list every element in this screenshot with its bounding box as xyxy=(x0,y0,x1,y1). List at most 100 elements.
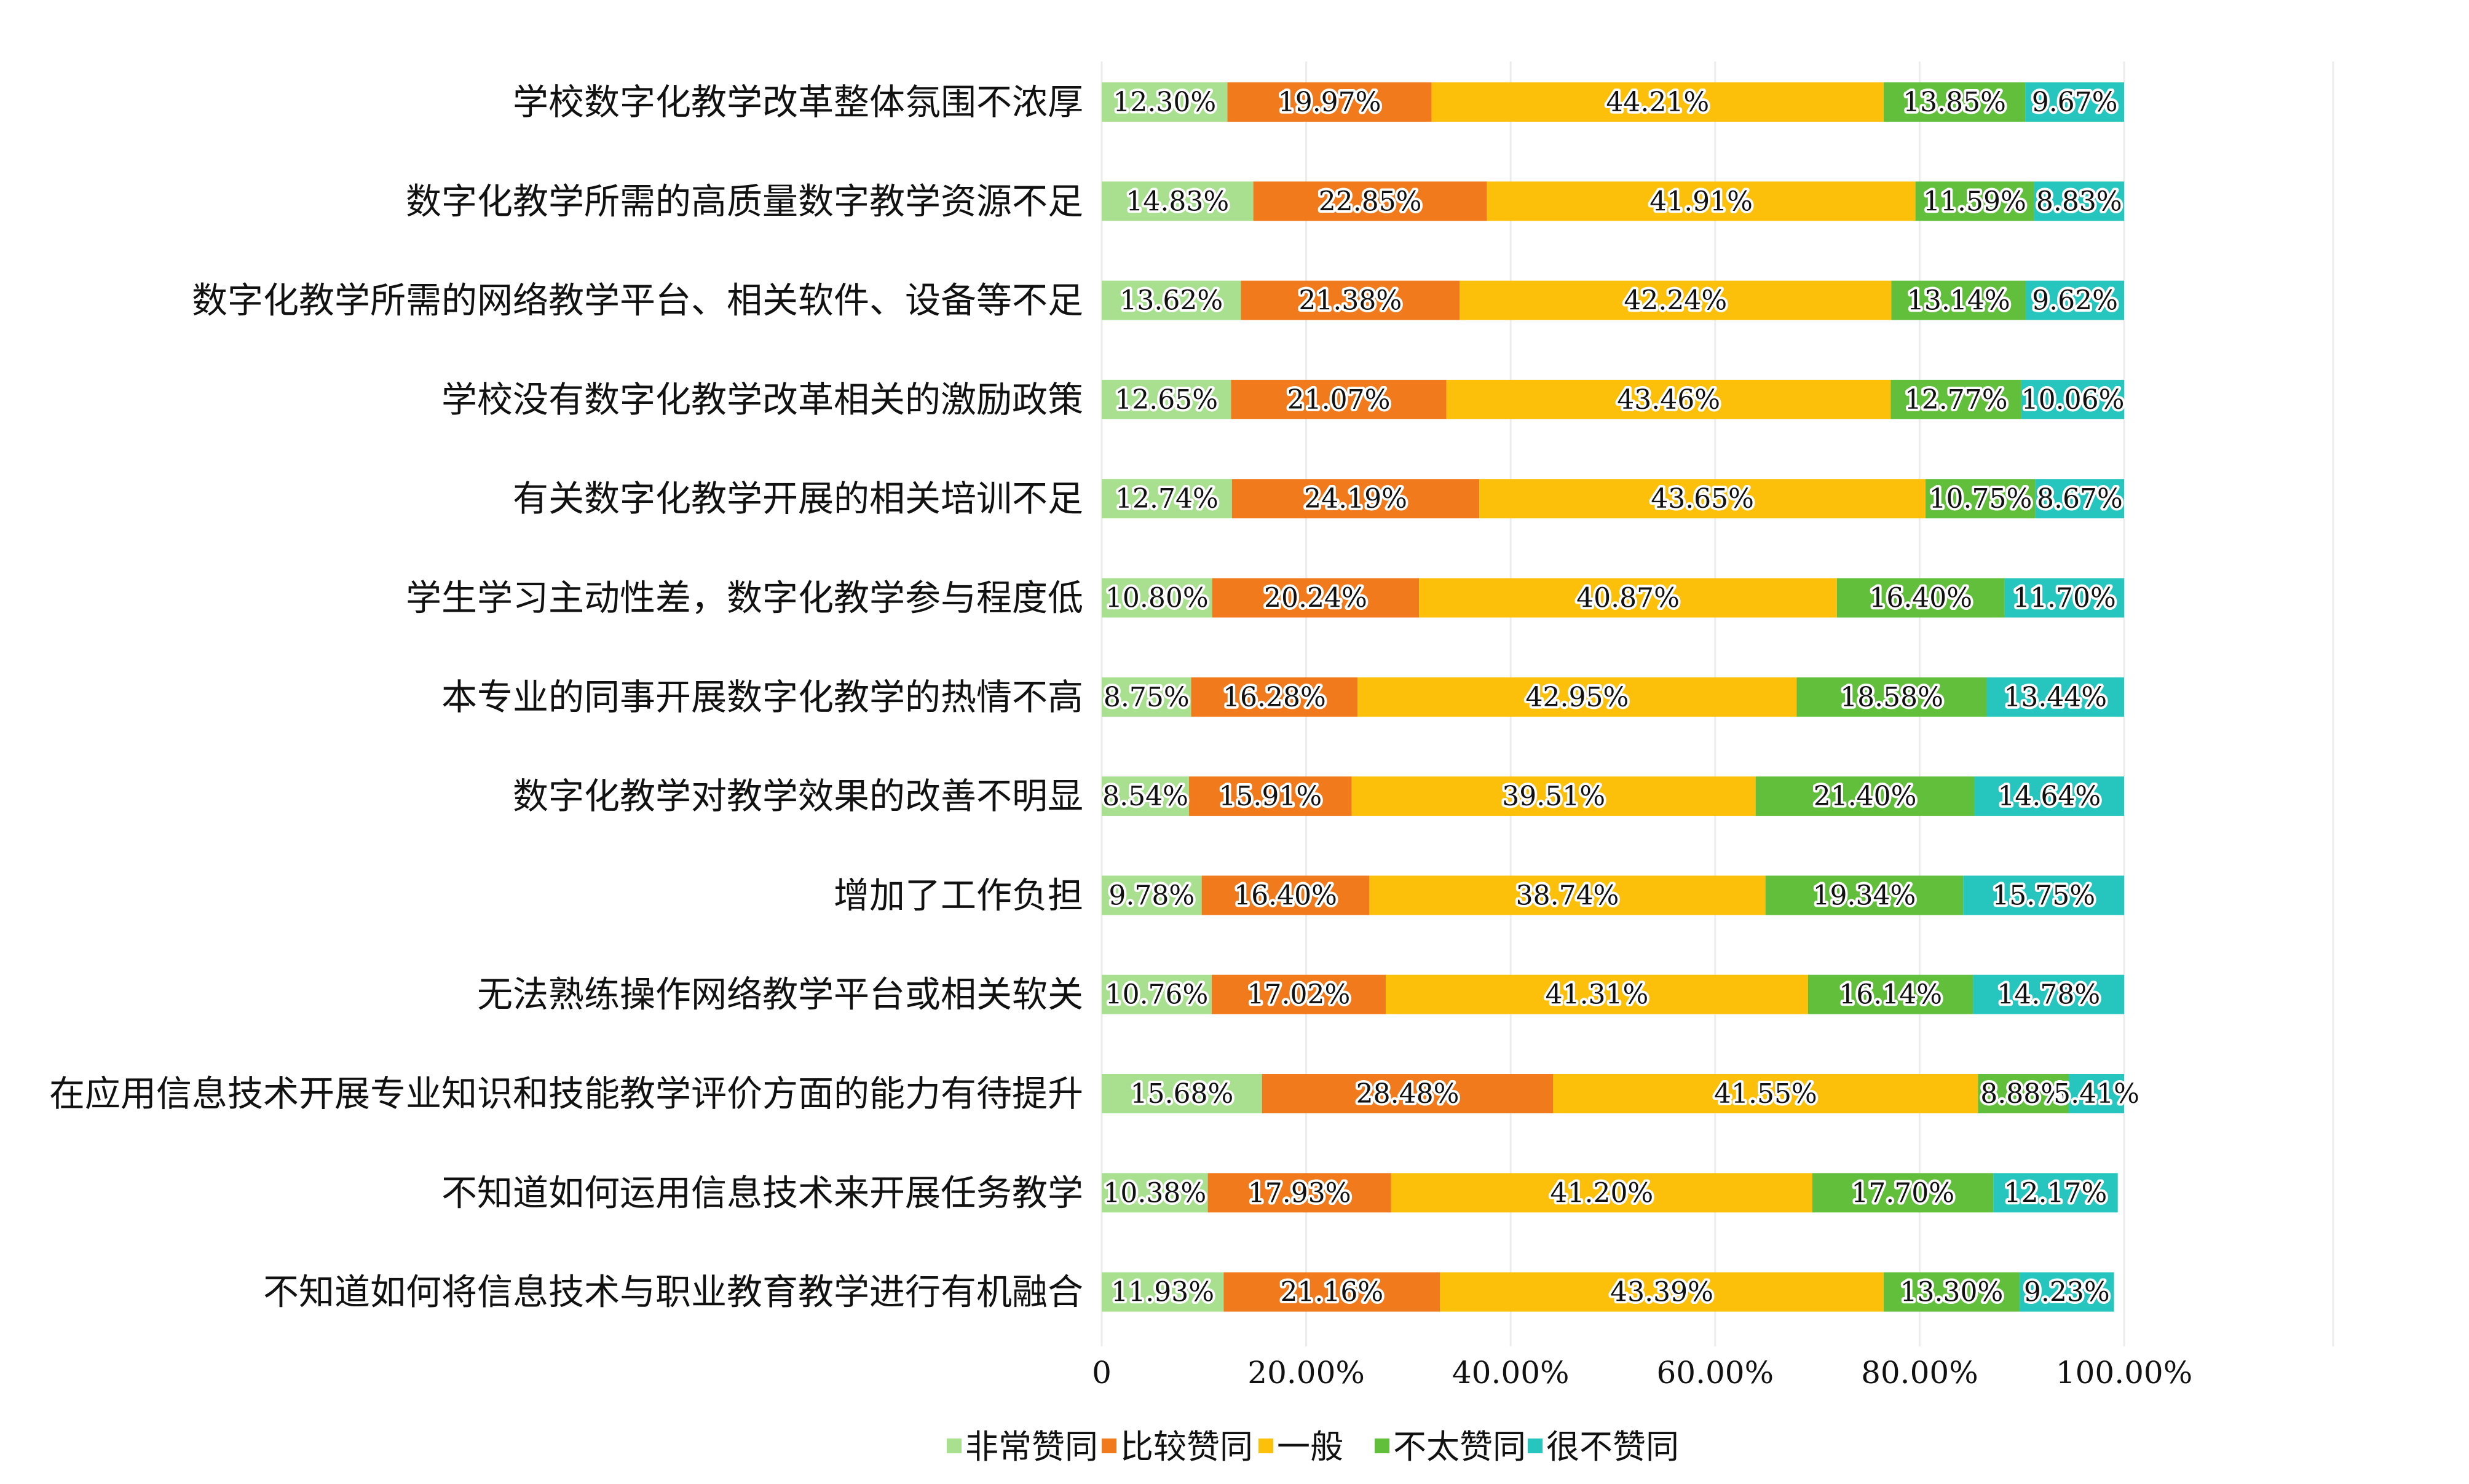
legend-label: 比较赞同 xyxy=(1120,1427,1253,1466)
bar-segment xyxy=(1836,578,2005,618)
bar-segment xyxy=(1978,1074,2069,1113)
data-label: 19.34% xyxy=(1813,880,1916,911)
data-label: 13.44% xyxy=(2004,682,2107,713)
data-label: 19.97% xyxy=(1278,87,1381,118)
bar-segment xyxy=(1391,1173,1812,1213)
data-label: 11.59% xyxy=(1923,186,2026,217)
data-label: 21.38% xyxy=(1298,285,1402,317)
data-label: 8.75% xyxy=(1104,682,1190,713)
data-label: 12.65% xyxy=(1115,384,1218,416)
data-label: 13.30% xyxy=(1900,1277,2004,1308)
bar-segment xyxy=(1212,578,1420,618)
bar-segment xyxy=(1102,875,1202,915)
data-label: 12.74% xyxy=(1115,483,1219,515)
data-label: 15.75% xyxy=(1992,880,2095,911)
bar-segment xyxy=(1807,974,1973,1014)
bar-segment xyxy=(2021,379,2125,419)
bar-segment xyxy=(1460,280,1892,320)
data-label: 42.95% xyxy=(1525,682,1629,713)
data-label: 12.77% xyxy=(1905,384,2008,416)
data-label: 16.28% xyxy=(1223,682,1326,713)
x-tick-label: 100.00% xyxy=(2056,1355,2192,1391)
bar-segment xyxy=(1891,280,2026,320)
data-label: 12.30% xyxy=(1113,87,1216,118)
category-label: 在应用信息技术开展专业知识和技能教学评价方面的能力有待提升 xyxy=(49,1073,1083,1115)
data-label: 16.14% xyxy=(1839,979,1942,1011)
category-label: 本专业的同事开展数字化教学的热情不高 xyxy=(441,676,1083,718)
x-tick-label: 80.00% xyxy=(1861,1355,1978,1391)
bar-segment xyxy=(1189,776,1352,816)
bar-segment xyxy=(1102,379,1231,419)
data-label: 10.76% xyxy=(1105,979,1209,1011)
legend-label: 不太赞同 xyxy=(1393,1427,1526,1466)
data-label: 24.19% xyxy=(1304,483,1407,515)
data-label: 43.46% xyxy=(1617,384,1720,416)
bar-segment xyxy=(2004,578,2125,618)
bar-segment xyxy=(2026,280,2124,320)
bar-segment xyxy=(1231,479,1480,519)
data-label: 9.23% xyxy=(2024,1277,2110,1308)
data-label: 5.41% xyxy=(2053,1078,2139,1110)
data-label: 13.62% xyxy=(1120,285,1223,317)
data-label: 14.78% xyxy=(1997,979,2100,1011)
bar-segment xyxy=(1211,974,1386,1014)
legend-label: 一般 xyxy=(1277,1427,1343,1466)
data-label: 21.16% xyxy=(1280,1277,1383,1308)
bar-segment xyxy=(1431,82,1884,122)
bar-segment xyxy=(1440,1272,1884,1312)
bar-segment xyxy=(1207,1173,1391,1213)
data-label: 8.88% xyxy=(1980,1078,2066,1110)
data-label: 12.17% xyxy=(2004,1177,2108,1209)
category-label: 数字化教学所需的网络教学平台、相关软件、设备等不足 xyxy=(192,280,1083,322)
category-labels: 学校数字化教学改革整体氛围不浓厚数字化教学所需的高质量数字教学资源不足数字化教学… xyxy=(49,81,1083,1313)
data-label: 21.07% xyxy=(1287,384,1391,416)
bar-segment xyxy=(1102,280,1241,320)
legend: 非常赞同 比较赞同 一般 不太赞同 很不赞同 xyxy=(947,1427,1679,1466)
bar-segment xyxy=(1755,776,1975,816)
bar-segment xyxy=(1883,1272,2020,1312)
bar-segment xyxy=(1201,875,1370,915)
bar-segment xyxy=(1102,82,1228,122)
data-label: 9.78% xyxy=(1108,880,1195,911)
data-label: 41.31% xyxy=(1546,979,1649,1011)
bar-segment xyxy=(1191,677,1358,717)
data-labels: 12.30% 19.97% 44.21% 13.85% 9.67% 14.83% 22.85… xyxy=(1100,84,2142,1311)
data-label: 41.91% xyxy=(1649,186,1753,217)
legend-swatch xyxy=(947,1439,962,1453)
bar-segment xyxy=(1890,379,2021,419)
data-label: 14.64% xyxy=(1997,781,2101,812)
legend-label: 很不赞同 xyxy=(1546,1427,1679,1466)
bar-segment xyxy=(1227,82,1432,122)
x-tick-label: 0 xyxy=(1092,1355,1112,1391)
bar-segment xyxy=(1986,677,2124,717)
data-label: 14.83% xyxy=(1126,186,1229,217)
category-label: 无法熟练操作网络教学平台或相关软关 xyxy=(477,974,1083,1016)
data-label: 42.24% xyxy=(1624,285,1727,317)
data-label: 39.51% xyxy=(1502,781,1605,812)
bar-segment xyxy=(1479,479,1926,519)
category-label: 学校数字化教学改革整体氛围不浓厚 xyxy=(513,81,1083,123)
data-label: 20.24% xyxy=(1264,583,1367,614)
data-label: 18.58% xyxy=(1840,682,1943,713)
x-tick-label: 20.00% xyxy=(1247,1355,1365,1391)
bar-segment xyxy=(2025,82,2124,122)
category-label: 学校没有数字化教学改革相关的激励政策 xyxy=(441,379,1083,420)
x-tick-label: 40.00% xyxy=(1452,1355,1570,1391)
bar-segment xyxy=(1241,280,1460,320)
bar-segment xyxy=(1102,181,1254,221)
bar-segment xyxy=(1993,1173,2118,1213)
bar-segment xyxy=(1102,677,1191,717)
x-axis-ticks: 0 20.00% 40.00% 60.00% 80.00% 100.00% xyxy=(1092,1355,2192,1391)
bar-segment xyxy=(1102,974,1212,1014)
bar-segment xyxy=(1102,776,1190,816)
bar-segment xyxy=(1812,1173,1994,1213)
legend-swatch xyxy=(1528,1439,1543,1453)
bar-segment xyxy=(1765,875,1964,915)
data-label: 8.54% xyxy=(1102,781,1188,812)
data-label: 43.65% xyxy=(1651,483,1754,515)
data-label: 9.67% xyxy=(2032,87,2118,118)
data-label: 10.80% xyxy=(1105,583,1209,614)
data-label: 41.20% xyxy=(1550,1177,1653,1209)
bar-segment xyxy=(1796,677,1987,717)
